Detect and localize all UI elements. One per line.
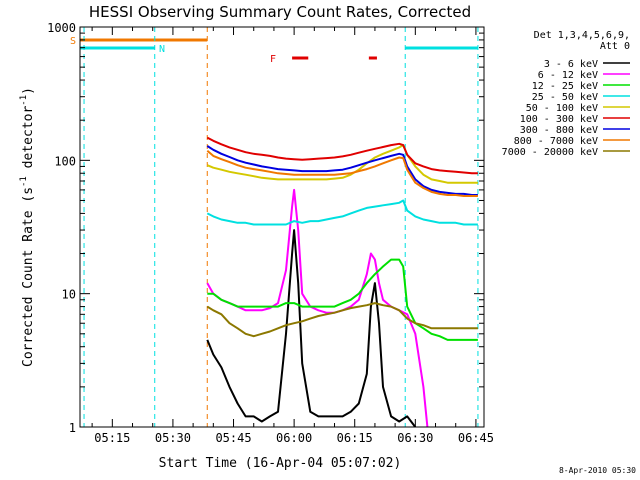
legend-label: 25 - 50 keV — [532, 92, 598, 103]
legend-label: 3 - 6 keV — [544, 59, 598, 70]
series-line — [206, 229, 417, 428]
footer-date: 8-Apr-2010 05:30 — [559, 466, 636, 475]
legend-label: 12 - 25 keV — [532, 81, 598, 92]
flag-label-s: S — [70, 36, 76, 47]
legend-label: 7000 - 20000 keV — [502, 147, 598, 158]
series-line — [206, 199, 478, 226]
x-axis: 05:15 05:30 05:45 06:00 06:15 06:30 06:45 — [91, 27, 494, 445]
x-tick-label: 06:45 — [458, 431, 494, 445]
y-tick-label: 10 — [62, 288, 76, 302]
series-line — [206, 144, 478, 184]
y-tick-label: 100 — [54, 154, 76, 168]
series-line — [206, 302, 478, 338]
x-tick-label: 06:00 — [276, 431, 312, 445]
x-tick-label: 05:15 — [94, 431, 130, 445]
state-boundary-lines — [83, 27, 479, 427]
y-tick-label: 1000 — [47, 21, 76, 35]
series-line — [206, 188, 429, 428]
series-line — [206, 145, 478, 196]
chart-title: HESSI Observing Summary Count Rates, Cor… — [89, 3, 471, 21]
legend-label: 50 - 100 keV — [526, 103, 598, 114]
legend-label: 800 - 7000 keV — [514, 136, 598, 147]
series-line — [207, 258, 478, 341]
y-axis: 1 10 100 1000 — [47, 21, 484, 435]
x-tick-label: 05:30 — [155, 431, 191, 445]
series-line — [206, 136, 478, 175]
legend-header: Det 1,3,4,5,6,9, — [534, 30, 630, 41]
legend-label: 6 - 12 keV — [538, 70, 598, 81]
legend-label: 300 - 800 keV — [520, 125, 598, 136]
legend-header: Att 0 — [600, 41, 630, 52]
x-tick-label: 05:45 — [215, 431, 251, 445]
y-tick-label: 1 — [69, 421, 76, 435]
x-axis-label: Start Time (16-Apr-04 05:07:02) — [159, 456, 402, 471]
flag-label-n: N — [159, 44, 165, 55]
plot-frame — [79, 26, 485, 428]
flag-bars: S N F — [70, 36, 478, 65]
y-axis-label: Corrected Count Rate (s-1 detector-1) — [19, 87, 36, 367]
series-line — [206, 149, 478, 197]
x-tick-label: 06:30 — [397, 431, 433, 445]
x-tick-label: 06:15 — [337, 431, 373, 445]
legend-label: 100 - 300 keV — [520, 114, 598, 125]
flag-label-f: F — [270, 54, 276, 65]
series-lines — [206, 136, 478, 428]
